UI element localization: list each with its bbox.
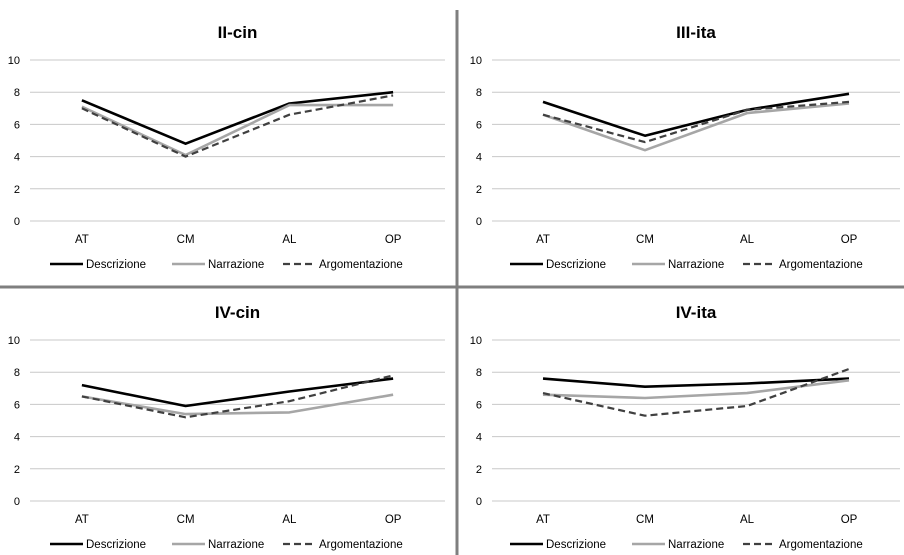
series-line-argomentazione [81,94,394,158]
y-tick-label: 6 [14,399,20,411]
y-tick-label: 4 [476,152,482,164]
y-tick-label: 2 [14,464,20,476]
y-tick-label: 10 [470,55,482,67]
y-tick-label: 4 [476,432,482,444]
x-tick-label: OP [385,514,402,526]
series-line-argomentazione [542,367,850,417]
legend-label-narrazione: Narrazione [668,539,724,551]
y-tick-label: 0 [476,496,482,508]
y-tick-label: 0 [476,216,482,228]
series-line-narrazione [542,379,850,400]
y-tick-label: 2 [476,184,482,196]
y-tick-label: 8 [476,87,482,99]
series-line-descrizione [81,377,394,408]
legend-label-narrazione: Narrazione [208,539,264,551]
y-tick-label: 4 [14,152,20,164]
y-tick-label: 8 [476,367,482,379]
chart-title: IV-ita [676,303,717,322]
x-tick-label: CM [636,514,654,526]
y-tick-label: 0 [14,496,20,508]
y-tick-label: 0 [14,216,20,228]
y-tick-label: 2 [476,464,482,476]
chart-panel-4: IV-ita 0 2 4 6 8 10 AT CM AL OP Descrizione Narrazio… [470,303,900,551]
x-tick-label: AT [536,514,550,526]
legend-label-argomentazione: Argomentazione [319,259,403,271]
x-tick-label: AT [536,234,550,246]
chart-title: IV-cin [215,303,260,322]
y-tick-label: 10 [470,335,482,347]
chart-panel-1: II-cin 0 2 4 6 8 10 AT CM AL OP Descrizione Narrazio… [8,23,445,271]
series-line-descrizione [542,377,850,389]
x-tick-label: AL [740,514,755,526]
legend-label-descrizione: Descrizione [86,539,146,551]
legend-label-argomentazione: Argomentazione [779,539,863,551]
y-tick-label: 6 [476,399,482,411]
y-tick-label: 10 [8,55,20,67]
y-tick-label: 8 [14,87,20,99]
x-tick-label: AT [75,514,89,526]
y-tick-label: 6 [476,119,482,131]
x-tick-label: CM [177,234,195,246]
y-tick-label: 2 [14,184,20,196]
series-line-descrizione [542,92,850,137]
y-tick-label: 4 [14,432,20,444]
series-line-narrazione [81,103,394,157]
legend-label-narrazione: Narrazione [668,259,724,271]
x-tick-label: AL [282,514,297,526]
series-line-narrazione [81,393,394,416]
x-tick-label: OP [385,234,402,246]
y-tick-label: 6 [14,119,20,131]
x-tick-label: CM [636,234,654,246]
chart-panel-2: III-ita 0 2 4 6 8 10 AT CM AL OP Descrizione Narrazi… [470,23,900,271]
chart-title: III-ita [676,23,716,42]
legend-label-descrizione: Descrizione [86,259,146,271]
legend-label-argomentazione: Argomentazione [319,539,403,551]
x-tick-label: OP [841,514,858,526]
x-tick-label: AL [282,234,297,246]
series-line-argomentazione [542,100,850,144]
chart-title: II-cin [218,23,258,42]
y-tick-label: 8 [14,367,20,379]
legend-label-argomentazione: Argomentazione [779,259,863,271]
legend-label-narrazione: Narrazione [208,259,264,271]
y-tick-label: 10 [8,335,20,347]
legend-label-descrizione: Descrizione [546,259,606,271]
chart-panel-3: IV-cin 0 2 4 6 8 10 AT CM AL OP Descrizione Narrazio… [8,303,445,551]
x-tick-label: AL [740,234,755,246]
x-tick-label: OP [841,234,858,246]
x-tick-label: AT [75,234,89,246]
x-tick-label: CM [177,514,195,526]
series-line-narrazione [542,102,850,152]
series-line-argomentazione [81,374,394,419]
legend-label-descrizione: Descrizione [546,539,606,551]
series-line-descrizione [81,90,394,145]
